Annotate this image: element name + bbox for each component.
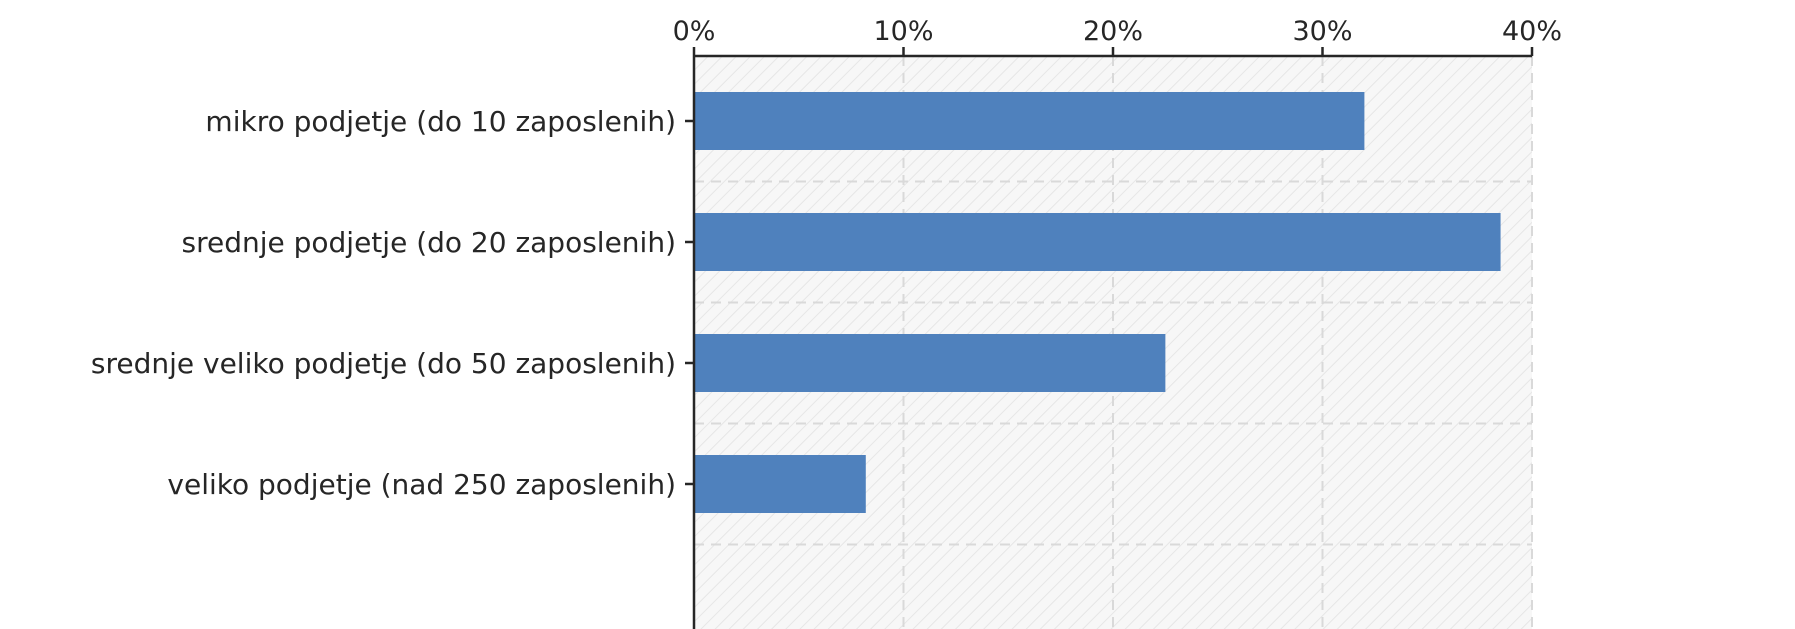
gridlines bbox=[694, 56, 1533, 629]
axes bbox=[685, 47, 1534, 629]
bar bbox=[694, 334, 1166, 392]
bar bbox=[694, 92, 1365, 150]
x-tick-label: 10% bbox=[873, 16, 933, 47]
x-tick-label: 30% bbox=[1292, 16, 1352, 47]
labels: 0% 10% 20% 30% 40% mikro podjetje (do 10 zapo… bbox=[91, 16, 1562, 501]
bar bbox=[694, 213, 1501, 271]
x-tick-label: 0% bbox=[673, 16, 716, 47]
x-tick-label: 40% bbox=[1502, 16, 1562, 47]
x-tick-label: 20% bbox=[1083, 16, 1143, 47]
category-label: srednje podjetje (do 20 zaposlenih) bbox=[181, 226, 676, 259]
category-label: srednje veliko podjetje (do 50 zaposleni… bbox=[91, 347, 676, 380]
category-label: mikro podjetje (do 10 zaposlenih) bbox=[205, 105, 676, 138]
bar bbox=[694, 455, 866, 513]
bars bbox=[694, 92, 1501, 513]
category-label: veliko podjetje (nad 250 zaposlenih) bbox=[167, 468, 676, 501]
